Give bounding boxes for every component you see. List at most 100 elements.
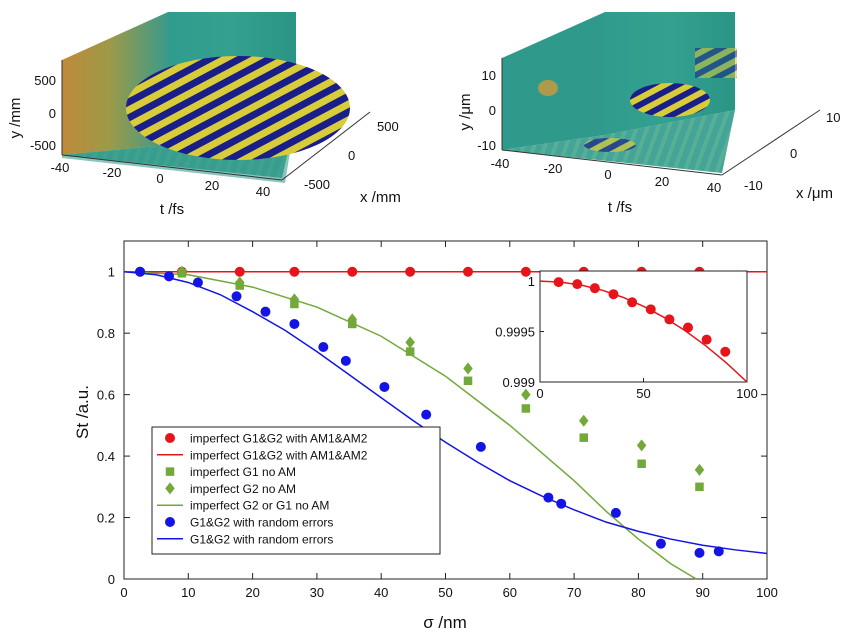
data-point — [475, 441, 486, 452]
data-point — [636, 439, 647, 452]
x-tick-label: 60 — [503, 585, 517, 600]
x-tick-label: 90 — [695, 585, 709, 600]
panel-b-t-tick: -40 — [491, 156, 510, 171]
data-point — [521, 388, 531, 401]
x-tick-label: 70 — [567, 585, 581, 600]
legend-item: imperfect G2 or G1 no AM — [157, 499, 329, 513]
data-point — [578, 414, 589, 427]
data-point — [405, 347, 415, 356]
panel-b-t-tick: 0 — [604, 167, 611, 182]
panel-b-wavepacket — [630, 83, 710, 117]
y-tick-label: 1 — [108, 265, 115, 280]
inset-data-point — [664, 314, 675, 325]
data-point — [579, 433, 588, 442]
main-ylabel: St /a.u. — [73, 385, 92, 439]
panel-b-t-tick: -20 — [544, 161, 563, 176]
y-tick-label: 0 — [108, 572, 115, 587]
data-point — [379, 381, 390, 392]
data-point — [135, 266, 146, 277]
panel-a-t-tick: 40 — [256, 184, 270, 199]
legend-item: imperfect G1&G2 with AM1&AM2 — [165, 432, 368, 446]
panel-a-t-axis — [61, 154, 283, 181]
panel-b-back-spot — [695, 48, 737, 78]
y-tick-label: 0.8 — [97, 326, 115, 341]
data-point — [289, 318, 300, 329]
panel-b-y-tick: -10 — [477, 138, 496, 153]
inset-data-point — [645, 304, 656, 315]
panel-a-x-tick: 0 — [348, 148, 355, 163]
inset-x-tick-label: 100 — [736, 386, 758, 401]
panel-b-x-tick: -10 — [744, 178, 763, 193]
panel-a-y-tick: 500 — [34, 73, 56, 88]
x-tick-label: 20 — [245, 585, 259, 600]
inset-y-tick-label: 1 — [528, 274, 535, 289]
panel-b-side-wall — [502, 12, 605, 150]
series-4 — [123, 270, 697, 580]
x-tick-label: 100 — [756, 585, 778, 600]
panel-b-xlabel: x /μm — [796, 185, 833, 202]
panel-a-3d-plot: 500 0 -500 y /mm -40 -20 0 20 40 t /fs 5… — [7, 12, 401, 218]
data-point — [340, 355, 351, 366]
series-line — [123, 270, 697, 580]
panel-a-t-tick: -20 — [103, 165, 122, 180]
panel-a-t-tick: 20 — [205, 178, 219, 193]
legend-item: imperfect G1&G2 with AM1&AM2 — [157, 448, 368, 462]
data-point — [637, 459, 646, 469]
panel-b-t-tick: 40 — [707, 180, 721, 195]
panel-a-y-tick: -500 — [30, 138, 56, 153]
panel-b-tlabel: t /fs — [608, 199, 632, 216]
panel-a-x-axis — [281, 111, 371, 181]
inset-data-point — [608, 289, 619, 300]
x-tick-label: 80 — [631, 585, 645, 600]
data-point — [260, 306, 271, 317]
inset-x-tick-label: 50 — [636, 386, 650, 401]
legend: imperfect G1&G2 with AM1&AM2 imperfect G1… — [151, 426, 441, 555]
inset-y-tick-label: 0.9995 — [495, 325, 535, 340]
panel-b-t-tick: 20 — [655, 174, 669, 189]
data-point — [521, 404, 531, 413]
data-point — [318, 342, 329, 353]
legend-label: imperfect G1 no AM — [190, 465, 296, 479]
panel-a-tlabel: t /fs — [160, 201, 184, 218]
inset-chart: 0 50 100 0.999 0.9995 1 — [495, 270, 758, 401]
panel-a-x-tick: -500 — [304, 177, 330, 192]
data-point — [421, 409, 432, 420]
panel-b-y-tick: 0 — [489, 103, 496, 118]
panel-a-ylabel: y /mm — [7, 98, 24, 139]
inset-data-point — [589, 283, 600, 294]
inset-y-tick-label: 0.999 — [502, 375, 535, 390]
y-tick-label: 0.6 — [97, 388, 115, 403]
legend-label: imperfect G2 or G1 no AM — [190, 499, 329, 513]
legend-label: G1&G2 with random errors — [190, 516, 333, 530]
panel-a-t-tick: -40 — [51, 160, 70, 175]
data-point — [655, 538, 666, 549]
panel-b-floor-spot — [584, 138, 636, 152]
panel-b-x-axis — [721, 109, 821, 176]
legend-item: imperfect G2 no AM — [165, 482, 296, 496]
x-tick-label: 30 — [310, 585, 324, 600]
data-point — [694, 547, 705, 558]
panel-b-3d-plot: 10 0 -10 y /μm -40 -20 0 20 40 t /fs 10 … — [457, 12, 840, 216]
inset-data-point — [720, 346, 731, 357]
panel-a-t-tick: 0 — [156, 171, 163, 186]
inset-data-point — [572, 279, 583, 290]
legend-label: imperfect G1&G2 with AM1&AM2 — [190, 432, 368, 446]
inset-data-point — [553, 277, 564, 288]
inset-series — [539, 277, 748, 383]
data-point — [463, 376, 473, 386]
panel-a-xlabel: x /mm — [360, 189, 401, 206]
panel-a-y-tick: 0 — [49, 106, 56, 121]
panel-b-side-spot — [538, 80, 558, 96]
x-tick-label: 40 — [374, 585, 388, 600]
panel-b-t-axis — [501, 149, 723, 176]
data-point — [405, 336, 415, 349]
y-tick-label: 0.4 — [97, 449, 115, 464]
legend-marker-swatch — [165, 482, 175, 495]
inset-plot-background — [539, 270, 748, 383]
panel-b-x-tick: 0 — [790, 146, 797, 161]
panel-b-x-tick: 10 — [826, 110, 840, 125]
legend-item: imperfect G1 no AM — [165, 465, 296, 479]
inset-data-point — [701, 334, 712, 345]
